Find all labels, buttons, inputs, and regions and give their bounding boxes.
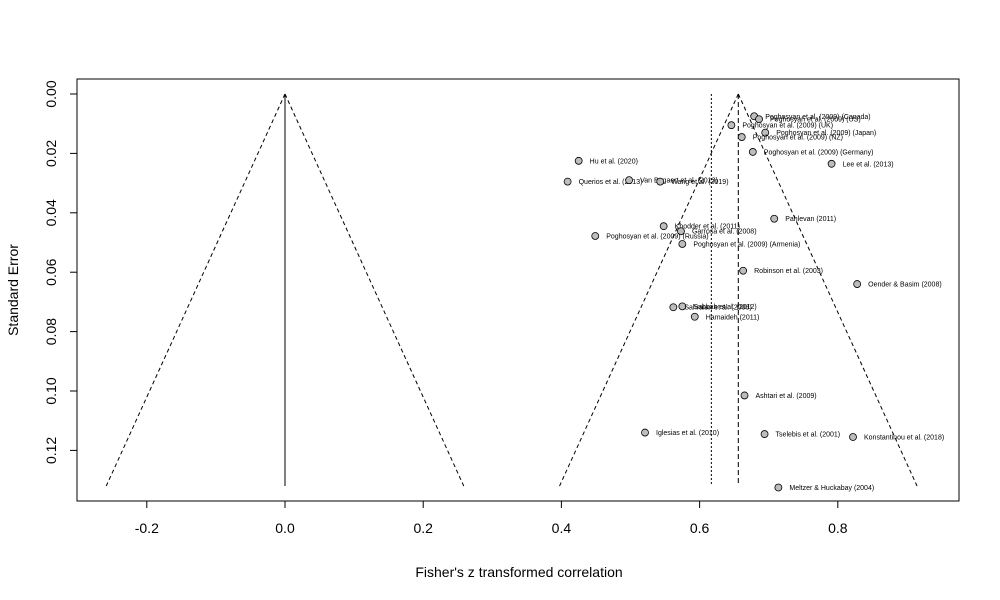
study-point: [849, 433, 857, 441]
x-tick-label: 0.0: [275, 520, 295, 536]
study-label: Hamaideh (2011): [706, 314, 760, 321]
study-point: [853, 280, 862, 288]
study-point: [748, 148, 757, 156]
study-label: Sabbah et al. (2012): [693, 304, 756, 311]
null-funnel-right-line: [284, 93, 465, 487]
study-point: [737, 133, 746, 141]
study-label: Konstantinou et al. (2018): [864, 435, 944, 442]
study-point: [774, 483, 783, 492]
study-point: [827, 159, 836, 168]
study-point: [563, 177, 572, 186]
effect-funnel-right-line: [737, 93, 918, 487]
data-points: Poghosyan et al. (2009) (Canada)Poghosya…: [563, 112, 944, 492]
study-point: [659, 222, 668, 231]
study-label: Poghosyan et al. (2009) (US): [770, 117, 861, 124]
x-tick-label: 0.8: [828, 520, 848, 536]
study-point: [761, 128, 770, 137]
study-label: Khodder et al. (2011): [675, 224, 740, 231]
study-point: [755, 115, 763, 124]
study-label: Poghosyan et al. (2009) (Armenia): [693, 241, 800, 248]
study-point: [591, 232, 600, 240]
study-point: [690, 312, 699, 321]
y-tick-label: 0.06: [43, 258, 59, 285]
y-tick-label: 0.00: [43, 80, 59, 107]
x-tick-label: 0.4: [552, 520, 572, 536]
study-label: Poghosyan et al. (2009) (Canada): [765, 114, 870, 121]
x-tick-label: -0.2: [135, 520, 159, 536]
study-point: [770, 214, 779, 223]
study-point: [641, 428, 649, 437]
study-point: [727, 121, 736, 130]
study-point: [739, 266, 748, 275]
study-label: Tselebis et al. (2001): [776, 432, 841, 439]
y-tick-label: 0.12: [43, 437, 59, 464]
study-label: Poghosyan et al. (2009) (UK): [742, 123, 833, 130]
study-point: [740, 391, 749, 400]
study-label: Oender & Basim (2008): [868, 282, 942, 289]
study-label: Lee et al. (2013): [843, 161, 894, 168]
study-label: Robinson et al. (2003): [754, 268, 823, 275]
study-point: [677, 227, 685, 236]
null-funnel-left-line: [105, 93, 286, 487]
study-point: [678, 240, 687, 248]
study-label: Wang et al. (2019): [671, 179, 728, 186]
study-point: [760, 430, 769, 438]
study-label: Poghosyan et al. (2009) (NZ): [753, 135, 843, 142]
x-tick-label: 0.6: [690, 520, 710, 536]
summary-lines: [710, 94, 739, 487]
x-axis: -0.2 0.0 0.2 0.4 0.6 0.8: [135, 500, 848, 536]
y-axis: 0.00 0.02 0.04 0.06 0.08 0.10 0.12: [43, 80, 78, 464]
study-point: [574, 156, 583, 165]
study-point: [625, 176, 634, 185]
study-label: Poghosyan et al. (2009) (Japan): [776, 130, 876, 137]
y-axis-title: Standard Error: [5, 244, 21, 336]
study-label: Pahlevan (2011): [785, 216, 836, 223]
effect-funnel-left-line: [559, 93, 739, 487]
x-tick-label: 0.2: [413, 520, 433, 536]
study-label: Hu et al. (2020): [590, 158, 638, 165]
study-point: [669, 303, 678, 312]
study-label: Sahraian et al. (2008): [684, 305, 751, 312]
study-label: Meltzer & Huckabay (2004): [789, 485, 874, 492]
study-label: Ashtari et al. (2009): [756, 393, 817, 400]
study-label: Poghosyan et al. (2009) (Russia): [606, 233, 708, 240]
study-point: [656, 177, 665, 186]
y-tick-label: 0.04: [43, 199, 59, 226]
x-axis-title: Fisher's z transformed correlation: [415, 564, 622, 580]
y-tick-label: 0.02: [43, 140, 59, 167]
study-label: Querios et al. (2013): [579, 179, 643, 186]
study-point: [678, 302, 687, 311]
y-tick-label: 0.08: [43, 318, 59, 345]
study-label: Iglesias et al. (2010): [656, 430, 719, 437]
study-label: Garrosa et al. (2008): [692, 229, 757, 236]
study-label: Poghosyan et al. (2009) (Germany): [764, 149, 874, 156]
study-label: Van Bogaert et al. (2013): [640, 178, 718, 185]
y-tick-label: 0.10: [43, 377, 59, 404]
funnel-lines: [105, 93, 918, 487]
